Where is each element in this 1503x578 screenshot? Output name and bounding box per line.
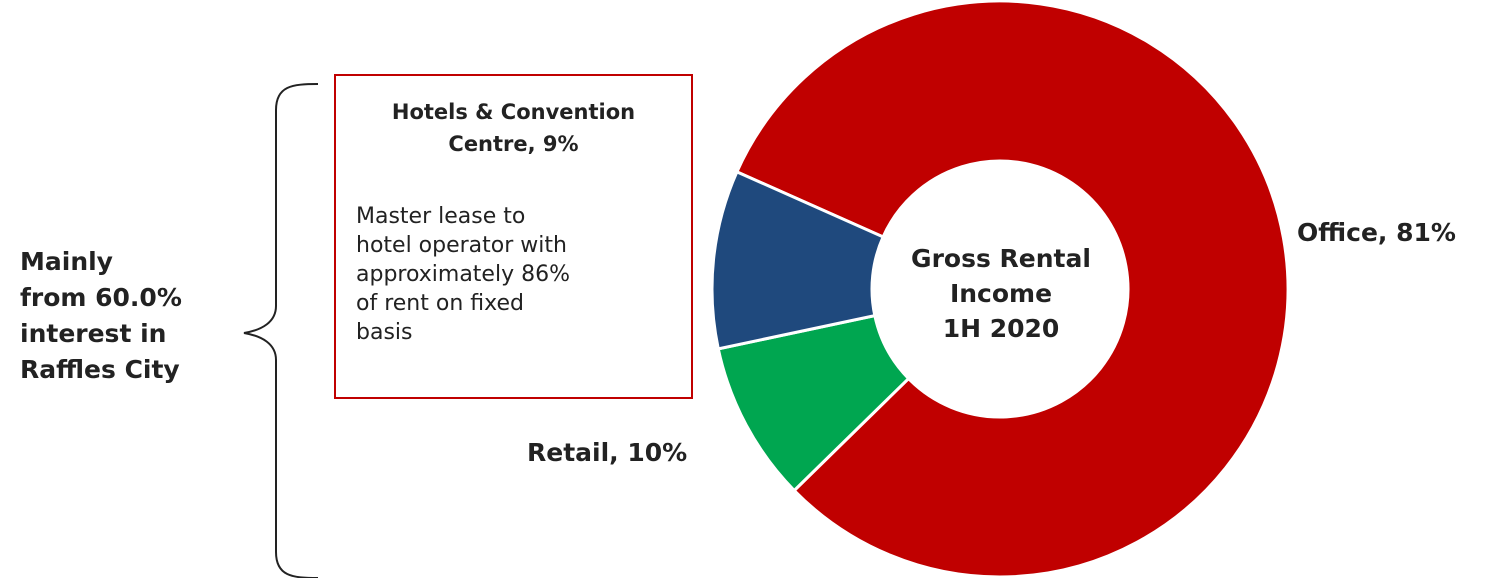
hotels-description-line: hotel operator with <box>356 233 567 258</box>
center-label-line: Gross Rental <box>911 244 1091 273</box>
office-slice <box>734 0 1290 578</box>
hotels-description-line: Master lease to <box>356 204 526 229</box>
office-slice-label: Office, 81% <box>1297 218 1456 247</box>
side-note: Mainly from 60.0% interest in Raffles Ci… <box>20 244 240 388</box>
hotels-title-line: Centre, 9% <box>448 132 579 156</box>
center-label-line: 1H 2020 <box>942 314 1060 343</box>
donut-center-label: Gross Rental Income 1H 2020 <box>876 241 1126 346</box>
side-note-line: from 60.0% <box>20 283 182 312</box>
retail-slice-label: Retail, 10% <box>527 438 688 467</box>
hotels-title-line: Hotels & Convention <box>391 100 636 124</box>
hotels-description-line: approximately 86% <box>356 262 570 287</box>
hotels-description-line: basis <box>356 320 413 345</box>
hotels-slice-label: Hotels & Convention Centre, 9% <box>336 96 691 160</box>
hotels-description: Master lease to hotel operator with appr… <box>356 202 686 347</box>
retail-slice <box>710 169 886 351</box>
hotels-info-box: Hotels & Convention Centre, 9% Master le… <box>334 74 693 399</box>
side-note-line: Raffles City <box>20 355 180 384</box>
center-label-line: Income <box>949 279 1053 308</box>
hotels-description-line: of rent on fixed <box>356 291 524 316</box>
side-note-line: Mainly <box>20 247 113 276</box>
side-note-line: interest in <box>20 319 167 348</box>
